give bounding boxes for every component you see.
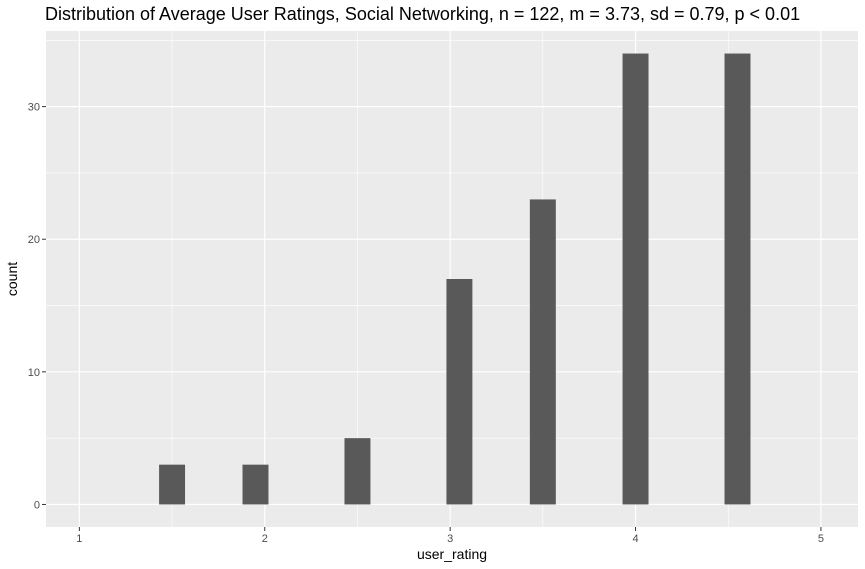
histogram-bar xyxy=(446,279,473,505)
x-tick-label: 1 xyxy=(76,533,82,545)
x-tick-label: 2 xyxy=(262,533,268,545)
histogram-bar xyxy=(622,53,649,505)
x-tick-label: 5 xyxy=(818,533,824,545)
y-axis-title: count xyxy=(4,262,20,296)
x-axis-title: user_rating xyxy=(417,546,487,562)
histogram-bar xyxy=(242,464,269,505)
y-axis-ticks: 0 10 20 30 xyxy=(28,102,46,511)
histogram-bar xyxy=(529,199,556,505)
x-tick-label: 4 xyxy=(632,533,638,545)
y-tick-label: 10 xyxy=(28,367,40,379)
y-tick-label: 20 xyxy=(28,234,40,246)
chart-title: Distribution of Average User Ratings, So… xyxy=(45,4,801,24)
y-tick-label: 30 xyxy=(28,102,40,114)
histogram-bar xyxy=(724,53,751,505)
histogram-bar xyxy=(344,438,371,505)
x-axis-ticks: 1 2 3 4 5 xyxy=(76,527,824,545)
histogram-bar xyxy=(159,464,186,505)
bars xyxy=(159,53,751,505)
x-tick-label: 3 xyxy=(447,533,453,545)
y-tick-label: 0 xyxy=(34,499,40,511)
